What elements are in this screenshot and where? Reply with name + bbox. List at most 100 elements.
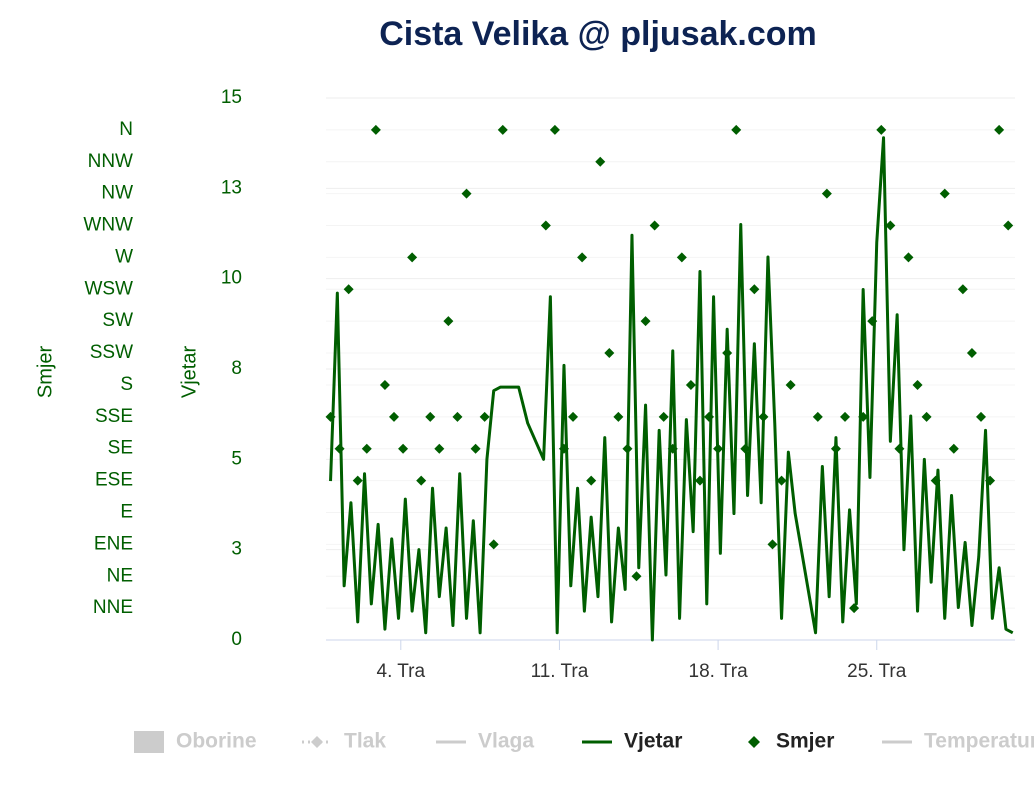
legend-symbol — [748, 736, 760, 748]
direction-point — [649, 220, 660, 231]
direction-point — [921, 411, 932, 422]
direction-point — [540, 220, 551, 231]
direction-point — [595, 156, 606, 167]
direction-point — [694, 475, 705, 486]
direction-point — [361, 443, 372, 454]
y-tick-label: 15 — [221, 87, 242, 108]
wind-line — [329, 136, 1014, 642]
x-tick-label: 11. Tra — [531, 661, 589, 682]
direction-point — [640, 316, 651, 327]
direction-point — [731, 124, 742, 135]
direction-point — [407, 252, 418, 263]
y2-tick-label: S — [120, 374, 133, 395]
legend-label[interactable]: Vlaga — [478, 730, 534, 753]
direction-point — [604, 348, 615, 359]
direction-point — [704, 411, 715, 422]
direction-point — [416, 475, 427, 486]
direction-point — [577, 252, 588, 263]
direction-point — [767, 539, 778, 550]
y2-tick-label: ENE — [94, 533, 133, 554]
direction-point — [785, 379, 796, 390]
direction-point — [370, 124, 381, 135]
y-tick-label: 3 — [231, 539, 242, 560]
direction-point — [685, 379, 696, 390]
direction-point — [858, 411, 869, 422]
direction-point — [461, 188, 472, 199]
direction-point — [379, 379, 390, 390]
direction-point — [885, 220, 896, 231]
y-tick-label: 10 — [221, 268, 242, 289]
direction-point — [758, 411, 769, 422]
direction-point — [613, 411, 624, 422]
legend-label[interactable]: Temperatura — [924, 730, 1034, 753]
direction-point — [631, 571, 642, 582]
y-tick-label: 13 — [221, 177, 242, 198]
direction-point — [470, 443, 481, 454]
direction-point — [558, 443, 569, 454]
y2-tick-label: SE — [108, 438, 133, 459]
direction-point — [667, 443, 678, 454]
direction-point — [749, 284, 760, 295]
direction-point — [388, 411, 399, 422]
direction-point — [452, 411, 463, 422]
direction-point — [722, 348, 733, 359]
direction-point — [976, 411, 987, 422]
legend-label[interactable]: Tlak — [344, 730, 386, 753]
y2-tick-label: W — [115, 246, 133, 267]
legend-label[interactable]: Vjetar — [624, 730, 682, 753]
direction-point — [586, 475, 597, 486]
y2-tick-label: N — [119, 119, 133, 140]
direction-point — [894, 443, 905, 454]
direction-point — [352, 475, 363, 486]
y2-tick-label: SSE — [95, 406, 133, 427]
direction-point — [1003, 220, 1014, 231]
y2-tick-label: SSW — [90, 342, 133, 363]
direction-point — [676, 252, 687, 263]
direction-point — [903, 252, 914, 263]
y2-tick-label: ESE — [95, 470, 133, 491]
direction-point — [776, 475, 787, 486]
direction-point — [966, 348, 977, 359]
direction-point — [497, 124, 508, 135]
legend-label[interactable]: Smjer — [776, 730, 834, 753]
direction-point — [425, 411, 436, 422]
y2-axis-title: Smjer — [34, 346, 56, 399]
direction-point — [479, 411, 490, 422]
y2-tick-label: E — [120, 501, 133, 522]
y2-tick-label: NNE — [93, 597, 133, 618]
direction-point — [658, 411, 669, 422]
legend-label[interactable]: Oborine — [176, 730, 257, 753]
direction-point — [325, 411, 336, 422]
direction-point — [849, 603, 860, 614]
direction-point — [876, 124, 887, 135]
legend-symbol — [134, 731, 164, 753]
direction-point — [443, 316, 454, 327]
y2-tick-label: NE — [107, 565, 133, 586]
legend-marker — [311, 736, 323, 748]
direction-point — [334, 443, 345, 454]
y2-tick-label: NW — [101, 183, 133, 204]
y-tick-label: 0 — [231, 629, 242, 650]
direction-point — [912, 379, 923, 390]
direction-point — [740, 443, 751, 454]
direction-point — [398, 443, 409, 454]
direction-point — [549, 124, 560, 135]
direction-point — [622, 443, 633, 454]
direction-point — [948, 443, 959, 454]
direction-point — [930, 475, 941, 486]
direction-point — [994, 124, 1005, 135]
direction-point — [343, 284, 354, 295]
direction-point — [488, 539, 499, 550]
direction-point — [713, 443, 724, 454]
direction-point — [434, 443, 445, 454]
y-tick-label: 5 — [231, 448, 242, 469]
y-axis-title: Vjetar — [178, 346, 200, 399]
direction-point — [821, 188, 832, 199]
direction-point — [812, 411, 823, 422]
direction-point — [568, 411, 579, 422]
y2-tick-label: NNW — [88, 151, 133, 172]
direction-point — [830, 443, 841, 454]
chart-title: Cista Velika @ pljusak.com — [379, 15, 817, 53]
y2-tick-label: WSW — [84, 278, 133, 299]
